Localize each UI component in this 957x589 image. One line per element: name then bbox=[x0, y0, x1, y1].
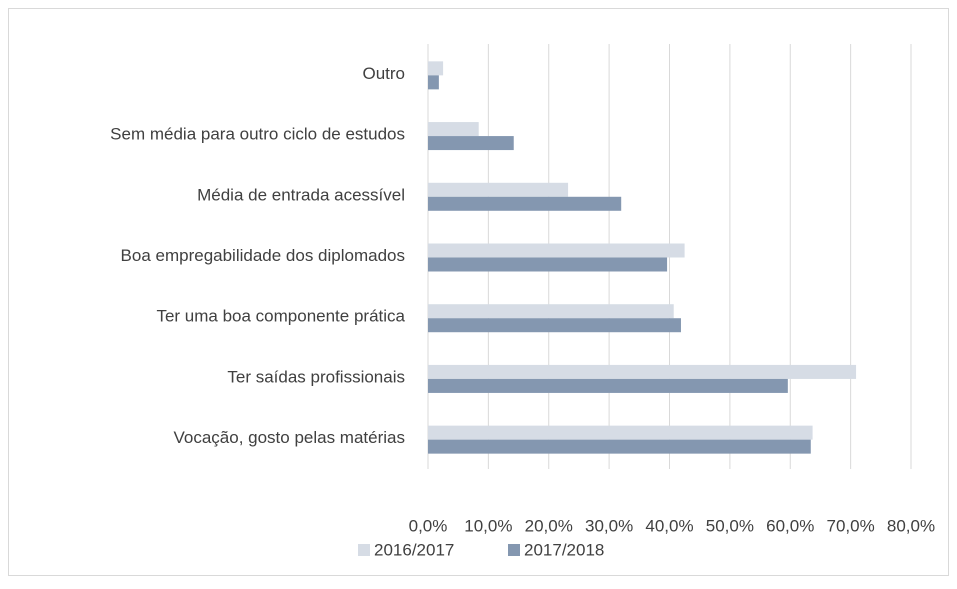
y-tick-label: Sem média para outro ciclo de estudos bbox=[110, 125, 405, 144]
bar bbox=[428, 243, 685, 258]
bar bbox=[428, 257, 668, 272]
legend-swatch bbox=[358, 544, 370, 556]
bar bbox=[428, 182, 569, 197]
x-tick-label: 20,0% bbox=[525, 516, 573, 535]
x-tick-label: 70,0% bbox=[827, 516, 875, 535]
x-tick-label: 10,0% bbox=[464, 516, 512, 535]
chart-border bbox=[8, 8, 949, 576]
bar bbox=[428, 364, 857, 379]
y-tick-label: Ter uma boa componente prática bbox=[156, 307, 405, 326]
y-tick-label: Ter saídas profissionais bbox=[227, 367, 405, 386]
x-tick-label: 50,0% bbox=[706, 516, 754, 535]
x-tick-label: 60,0% bbox=[766, 516, 814, 535]
legend-swatch bbox=[508, 544, 520, 556]
bar bbox=[428, 378, 788, 393]
y-tick-label: Média de entrada acessível bbox=[197, 185, 405, 204]
bar bbox=[428, 61, 444, 76]
bar bbox=[428, 122, 479, 137]
x-tick-label: 40,0% bbox=[645, 516, 693, 535]
x-tick-label: 80,0% bbox=[887, 516, 935, 535]
bar bbox=[428, 318, 681, 333]
y-tick-label: Vocação, gosto pelas matérias bbox=[173, 428, 405, 447]
x-tick-label: 0,0% bbox=[409, 516, 448, 535]
x-tick-label: 30,0% bbox=[585, 516, 633, 535]
legend-label: 2017/2018 bbox=[524, 540, 604, 559]
bar bbox=[428, 425, 813, 440]
bar bbox=[428, 75, 439, 90]
y-tick-label: Outro bbox=[362, 64, 405, 83]
bar bbox=[428, 304, 674, 319]
legend-label: 2016/2017 bbox=[374, 540, 454, 559]
y-tick-label: Boa empregabilidade dos diplomados bbox=[121, 246, 405, 265]
bar bbox=[428, 439, 811, 454]
bar bbox=[428, 136, 514, 151]
bar bbox=[428, 196, 622, 211]
